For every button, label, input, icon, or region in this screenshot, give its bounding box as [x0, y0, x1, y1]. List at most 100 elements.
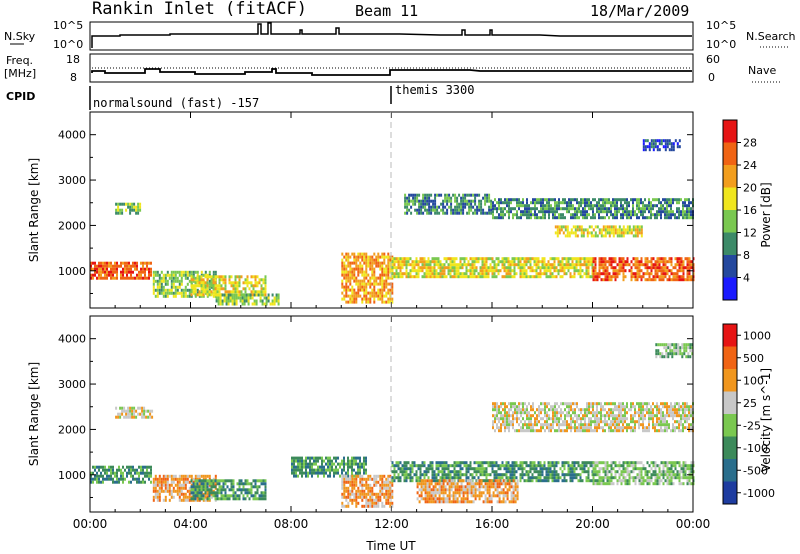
scatter-cell [432, 500, 435, 504]
scatter-cell [453, 266, 456, 270]
scatter-cell [148, 273, 150, 277]
scatter-cell [572, 213, 574, 217]
scatter-cell [180, 270, 183, 274]
scatter-cell [441, 461, 444, 465]
scatter-cell [508, 201, 510, 205]
scatter-cell [462, 208, 465, 212]
scatter-cell [494, 402, 496, 406]
scatter-cell [293, 468, 295, 472]
scatter-cell [442, 208, 445, 212]
scatter-cell [122, 471, 124, 475]
scatter-cell [524, 411, 526, 415]
scatter-cell [537, 275, 540, 279]
scatter-cell [642, 213, 644, 217]
scatter-cell [124, 261, 126, 265]
scatter-cell [369, 495, 372, 499]
scatter-cell [662, 198, 664, 202]
scatter-cell [465, 257, 468, 261]
scatter-cell [154, 477, 157, 481]
scatter-cell [389, 501, 392, 505]
scatter-cell [494, 420, 496, 424]
scatter-cell [407, 467, 410, 471]
scatter-cell [349, 276, 352, 280]
scatter-cell [608, 198, 610, 202]
scatter-cell [238, 281, 241, 285]
scatter-cell [166, 480, 169, 484]
scatter-cell [198, 290, 201, 294]
scatter-cell [401, 260, 404, 264]
scatter-cell [140, 465, 142, 469]
scatter-cell [496, 485, 499, 489]
scatter-cell [529, 275, 532, 279]
scatter-cell [436, 208, 439, 212]
scatter-cell [393, 275, 396, 279]
scatter-cell [540, 204, 542, 208]
scatter-cell [587, 473, 590, 477]
scatter-cell [684, 213, 686, 217]
scatter-cell [341, 270, 344, 274]
nsearch-tick-top: 10^5 [706, 19, 736, 32]
scatter-cell [479, 461, 482, 465]
scatter-cell [301, 456, 303, 460]
scatter-cell [247, 296, 250, 300]
scatter-cell [244, 488, 247, 492]
scatter-cell [363, 288, 366, 292]
scatter-cell [198, 491, 201, 495]
scatter-cell [377, 261, 380, 265]
scatter-cell [415, 470, 418, 474]
scatter-cell [144, 276, 146, 280]
scatter-cell [355, 480, 358, 484]
scatter-cell [124, 468, 126, 472]
scatter-cell [536, 408, 538, 412]
scatter-cell [420, 494, 423, 498]
scatter-cell [484, 497, 487, 501]
scatter-cell [449, 476, 452, 480]
scatter-cell [626, 263, 629, 267]
scatter-cell [483, 461, 486, 465]
scatter-cell [405, 257, 408, 261]
scatter-cell [347, 477, 350, 481]
scatter-cell [515, 470, 518, 474]
scatter-cell [580, 201, 582, 205]
scatter-cell [371, 288, 374, 292]
scatter-cell [518, 204, 520, 208]
scatter-cell [108, 273, 110, 277]
scatter-cell [176, 477, 179, 481]
scatter-cell [520, 201, 522, 205]
scatter-cell [457, 476, 460, 480]
scatter-cell [255, 302, 258, 306]
scatter-cell [566, 210, 568, 214]
scatter-cell [543, 467, 546, 471]
scatter-cell [121, 211, 124, 215]
scatter-cell [565, 266, 568, 270]
scatter-cell [600, 278, 603, 282]
scatter-cell [405, 269, 408, 273]
scatter-cell [433, 473, 436, 477]
scatter-cell [473, 467, 476, 471]
scatter-cell [218, 278, 221, 282]
scatter-cell [369, 498, 372, 502]
scatter-cell [192, 477, 195, 481]
scatter-cell [353, 273, 356, 277]
scatter-cell [293, 456, 295, 460]
scatter-cell [156, 477, 159, 481]
scatter-cell [518, 402, 520, 406]
scatter-cell [501, 266, 504, 270]
scatter-cell [347, 270, 350, 274]
scatter-cell [478, 485, 481, 489]
scatter-cell [347, 465, 349, 469]
scatter-cell [232, 287, 235, 291]
scatter-cell [232, 497, 235, 501]
scatter-cell [135, 409, 138, 413]
scatter-cell [516, 204, 518, 208]
scatter-cell [467, 275, 470, 279]
scatter-cell [131, 205, 134, 209]
scatter-cell [345, 255, 348, 259]
scatter-cell [484, 199, 487, 203]
scatter-cell [228, 290, 231, 294]
scatter-cell [523, 269, 526, 273]
scatter-cell [160, 285, 163, 289]
scatter-cell [156, 282, 159, 286]
scatter-cell [498, 497, 501, 501]
scatter-cell [587, 479, 590, 483]
